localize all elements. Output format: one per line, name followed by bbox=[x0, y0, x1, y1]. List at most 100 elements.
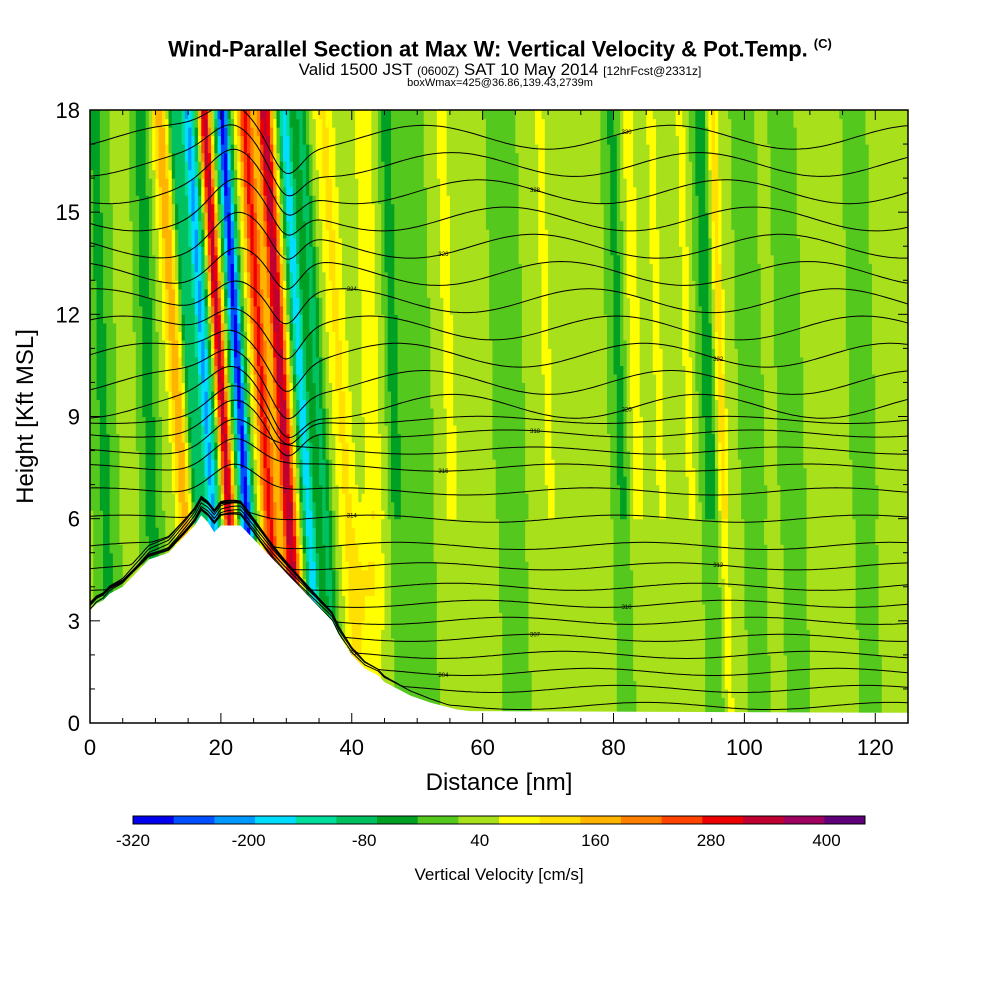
velocity-cell bbox=[132, 476, 137, 486]
velocity-cell bbox=[276, 467, 281, 477]
velocity-cell bbox=[230, 399, 235, 409]
velocity-cell bbox=[217, 203, 222, 213]
velocity-cell bbox=[289, 467, 294, 477]
velocity-cell bbox=[247, 416, 251, 426]
velocity-cell bbox=[142, 237, 147, 247]
velocity-cell bbox=[283, 271, 287, 281]
velocity-cell bbox=[197, 365, 202, 375]
velocity-cell bbox=[93, 356, 98, 367]
velocity-cell bbox=[197, 271, 202, 281]
velocity-cell bbox=[165, 271, 170, 281]
velocity-cell bbox=[184, 484, 189, 494]
velocity-cell bbox=[266, 339, 271, 349]
velocity-cell bbox=[155, 339, 160, 349]
velocity-cell bbox=[286, 271, 291, 281]
velocity-cell bbox=[211, 493, 215, 503]
velocity-cell bbox=[109, 305, 114, 315]
velocity-cell bbox=[260, 195, 265, 205]
velocity-cell bbox=[237, 246, 242, 256]
velocity-cell bbox=[227, 501, 232, 511]
velocity-cell bbox=[204, 390, 209, 401]
velocity-cell bbox=[224, 229, 229, 239]
velocity-cell bbox=[250, 280, 255, 290]
velocity-cell bbox=[224, 110, 229, 120]
velocity-cell bbox=[269, 288, 274, 298]
velocity-cell bbox=[283, 263, 287, 273]
velocity-cell bbox=[194, 271, 199, 281]
velocity-cell bbox=[289, 382, 294, 392]
velocity-cell bbox=[279, 254, 284, 264]
velocity-cell bbox=[125, 263, 130, 273]
velocity-cell bbox=[139, 510, 143, 520]
velocity-cell bbox=[197, 246, 202, 256]
velocity-cell bbox=[240, 280, 245, 290]
velocity-cell bbox=[194, 484, 199, 494]
velocity-cell bbox=[145, 237, 150, 247]
velocity-cell bbox=[99, 544, 104, 554]
velocity-cell bbox=[178, 493, 183, 503]
velocity-cell bbox=[175, 501, 179, 511]
velocity-cell bbox=[155, 467, 160, 477]
velocity-cell bbox=[266, 484, 271, 494]
velocity-cell bbox=[178, 348, 183, 358]
velocity-cell bbox=[233, 161, 238, 171]
velocity-cell bbox=[283, 254, 287, 264]
velocity-cell bbox=[230, 203, 235, 213]
velocity-cell bbox=[233, 382, 238, 392]
velocity-cell bbox=[247, 212, 251, 222]
velocity-cell bbox=[175, 271, 179, 281]
velocity-cell bbox=[269, 195, 274, 205]
velocity-cell bbox=[227, 127, 232, 137]
velocity-cell bbox=[135, 382, 140, 392]
velocity-cell bbox=[152, 331, 157, 341]
velocity-cell bbox=[90, 467, 94, 477]
velocity-cell bbox=[197, 186, 202, 196]
velocity-cell bbox=[112, 263, 117, 273]
velocity-cell bbox=[106, 297, 111, 307]
velocity-cell bbox=[171, 535, 176, 545]
velocity-cell bbox=[184, 127, 189, 137]
velocity-cell bbox=[132, 118, 137, 128]
velocity-cell bbox=[119, 467, 124, 477]
velocity-cell bbox=[165, 144, 170, 154]
velocity-cell bbox=[204, 476, 209, 486]
velocity-cell bbox=[273, 288, 278, 298]
velocity-cell bbox=[263, 314, 268, 324]
velocity-cell bbox=[197, 288, 202, 298]
velocity-cell bbox=[165, 169, 170, 179]
velocity-cell bbox=[247, 237, 251, 247]
velocity-cell bbox=[181, 280, 186, 290]
velocity-cell bbox=[96, 552, 101, 562]
velocity-cell bbox=[286, 297, 291, 307]
velocity-cell bbox=[122, 425, 127, 435]
velocity-cell bbox=[230, 212, 235, 222]
velocity-cell bbox=[165, 212, 170, 222]
velocity-cell bbox=[207, 237, 212, 247]
velocity-cell bbox=[207, 314, 212, 324]
velocity-cell bbox=[230, 178, 235, 188]
velocity-cell bbox=[184, 186, 189, 196]
velocity-cell bbox=[260, 510, 265, 520]
velocity-cell bbox=[237, 297, 242, 307]
velocity-cell bbox=[256, 178, 261, 188]
velocity-cell bbox=[119, 527, 124, 537]
velocity-cell bbox=[181, 493, 186, 503]
velocity-cell bbox=[90, 288, 94, 298]
velocity-cell bbox=[207, 178, 212, 188]
velocity-cell bbox=[96, 212, 101, 222]
velocity-cell bbox=[165, 110, 170, 120]
velocity-cell bbox=[145, 135, 150, 145]
velocity-cell bbox=[178, 220, 183, 230]
velocity-cell bbox=[122, 229, 127, 239]
velocity-cell bbox=[109, 373, 114, 384]
velocity-cell bbox=[106, 407, 111, 418]
velocity-cell bbox=[161, 339, 166, 349]
velocity-cell bbox=[112, 161, 117, 171]
velocity-cell bbox=[273, 220, 278, 230]
velocity-cell bbox=[152, 237, 157, 247]
velocity-cell bbox=[171, 373, 176, 384]
velocity-cell bbox=[155, 442, 160, 452]
velocity-cell bbox=[233, 356, 238, 367]
velocity-cell bbox=[250, 433, 255, 443]
velocity-cell bbox=[103, 144, 107, 154]
